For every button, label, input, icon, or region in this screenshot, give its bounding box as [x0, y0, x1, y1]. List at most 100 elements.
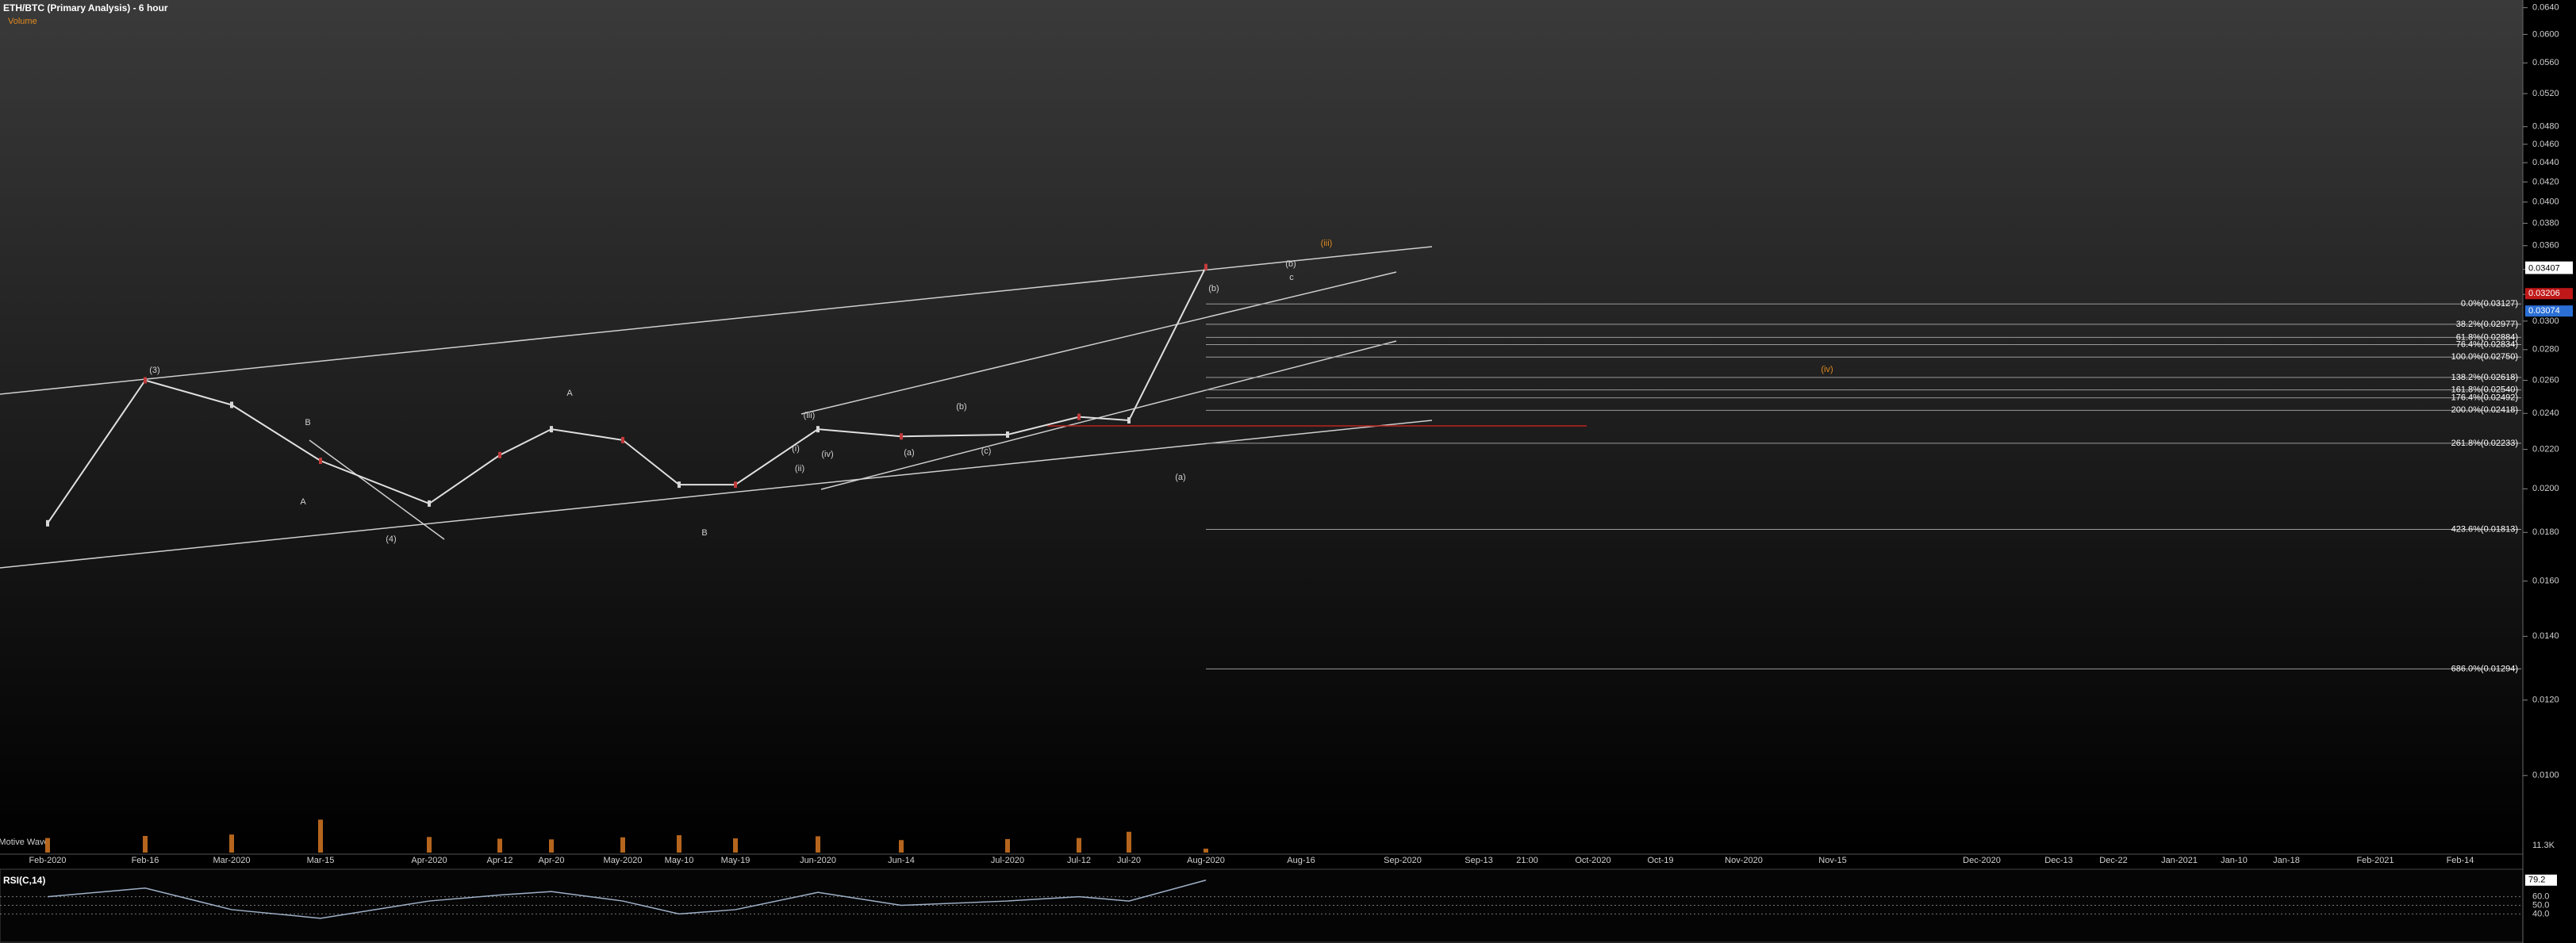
wave-label: (4)	[386, 535, 396, 544]
wave-label: (a)	[1175, 473, 1185, 482]
price-candle	[1077, 413, 1081, 420]
price-candle	[1006, 431, 1009, 438]
y-tick-label: 0.0440	[2532, 158, 2559, 167]
volume-bar	[1127, 831, 1131, 853]
legend-volume: Volume	[8, 17, 37, 26]
y-tick-label: 0.0240	[2532, 408, 2559, 418]
volume-bar	[318, 819, 323, 853]
x-tick-label: Feb-14	[2447, 856, 2474, 865]
fib-label: 423.6%(0.01813)	[2451, 524, 2518, 534]
x-tick-label: Dec-13	[2044, 856, 2072, 865]
price-candle	[678, 481, 681, 489]
chart-title: ETH/BTC (Primary Analysis) - 6 hour	[3, 2, 168, 13]
volume-bar	[549, 839, 554, 853]
y-tick-label: 0.0460	[2532, 140, 2559, 149]
price-candle	[900, 433, 903, 440]
fib-label: 38.2%(0.02977)	[2456, 320, 2518, 329]
fib-label: 100.0%(0.02750)	[2451, 352, 2518, 362]
price-candle	[734, 481, 737, 489]
price-candle	[428, 500, 431, 507]
fib-label: 76.4%(0.02834)	[2456, 339, 2518, 349]
wave-label: c	[1289, 273, 1294, 282]
y-tick-label: 0.0180	[2532, 527, 2559, 537]
volume-bar	[816, 836, 820, 853]
x-tick-label: May-19	[721, 856, 751, 865]
wave-label: Motive Wave	[0, 838, 49, 847]
wave-label: B	[305, 418, 310, 427]
fib-label: 176.4%(0.02492)	[2451, 393, 2518, 403]
rsi-label-box	[2525, 874, 2557, 886]
price-candle	[1127, 416, 1131, 424]
x-tick-label: Jan-18	[2273, 856, 2300, 865]
x-tick-label: Sep-13	[1465, 856, 1492, 865]
x-tick-label: Dec-2020	[1963, 856, 2001, 865]
wave-label: A	[566, 389, 573, 398]
wave-label: (b)	[1285, 259, 1296, 269]
y-tick-label: 0.0280	[2532, 345, 2559, 355]
price-marker-box	[2525, 288, 2573, 300]
wave-label: (iii)	[1321, 239, 1333, 248]
y-tick-label: 0.0400	[2532, 197, 2559, 207]
price-marker-label: 0.03074	[2528, 306, 2560, 316]
y-tick-label: 0.0480	[2532, 122, 2559, 132]
x-tick-label: Mar-15	[307, 856, 335, 865]
y-tick-label: 0.0100	[2532, 771, 2559, 780]
y-tick-label: 0.0520	[2532, 89, 2559, 98]
fib-label: 61.8%(0.02884)	[2456, 332, 2518, 342]
price-candle	[498, 451, 501, 458]
rsi-label: 79.2	[2528, 876, 2545, 885]
price-candle	[550, 426, 553, 433]
x-tick-label: Jul-2020	[991, 856, 1024, 865]
x-tick-label: Nov-2020	[1725, 856, 1763, 865]
y-tick-label: 0.0420	[2532, 177, 2559, 186]
trendlines	[0, 246, 1433, 569]
rsi-line	[47, 880, 1207, 919]
x-tick-label: May-10	[665, 856, 694, 865]
volume-bar	[677, 835, 681, 853]
fib-label: 0.0%(0.03127)	[2461, 299, 2518, 309]
x-tick-label: Sep-2020	[1384, 856, 1422, 865]
x-tick-label: Jul-12	[1067, 856, 1091, 865]
y-tick-label: 0.0260	[2532, 375, 2559, 385]
price-line	[47, 266, 1207, 524]
x-tick-label: Feb-16	[132, 856, 159, 865]
wave-label: (b)	[956, 402, 966, 412]
y-tick-label: 0.0120	[2532, 696, 2559, 705]
x-tick-label: Jul-20	[1117, 856, 1141, 865]
rsi-tick-label: 40.0	[2532, 909, 2549, 918]
volume-bar	[1077, 838, 1081, 853]
x-tick-label: Mar-2020	[213, 856, 250, 865]
y-tick-label: 0.0300	[2532, 316, 2559, 326]
wave-label: (ii)	[795, 464, 804, 473]
volume-bar	[143, 836, 148, 853]
fib-label: 138.2%(0.02618)	[2451, 373, 2518, 382]
wave-label: A	[300, 497, 306, 507]
price-candle	[230, 401, 233, 408]
x-tick-label: Dec-22	[2099, 856, 2127, 865]
x-tick-label: Oct-2020	[1575, 856, 1610, 865]
rsi-tick-label: 50.0	[2532, 900, 2549, 910]
y-tick-label: 0.0200	[2532, 484, 2559, 493]
volume-bar	[229, 834, 234, 853]
x-tick-label: Aug-2020	[1187, 856, 1225, 865]
fib-label: 200.0%(0.02418)	[2451, 405, 2518, 415]
x-tick-label: Jun-2020	[800, 856, 836, 865]
x-tick-label: Feb-2020	[29, 856, 66, 865]
y-tick-label: 0.0360	[2532, 241, 2559, 251]
price-marker-label: 0.03407	[2528, 263, 2560, 273]
price-candle	[46, 519, 49, 527]
price-candle	[1204, 263, 1207, 270]
y-tick-label: 0.0600	[2532, 29, 2559, 39]
wave-label: (iv)	[1821, 365, 1833, 374]
volume-bar	[620, 837, 625, 853]
x-tick-label: Nov-15	[1818, 856, 1846, 865]
x-tick-label: Apr-2020	[411, 856, 447, 865]
wave-label: B	[701, 528, 707, 538]
price-candle	[816, 426, 820, 433]
y-tick-label: 0.0560	[2532, 58, 2559, 67]
x-tick-label: Apr-20	[538, 856, 564, 865]
y-tick-label: 0.0220	[2532, 445, 2559, 454]
y-tick-label: 0.0640	[2532, 3, 2559, 13]
price-marker-box	[2525, 263, 2573, 274]
wave-label: (a)	[904, 448, 914, 458]
